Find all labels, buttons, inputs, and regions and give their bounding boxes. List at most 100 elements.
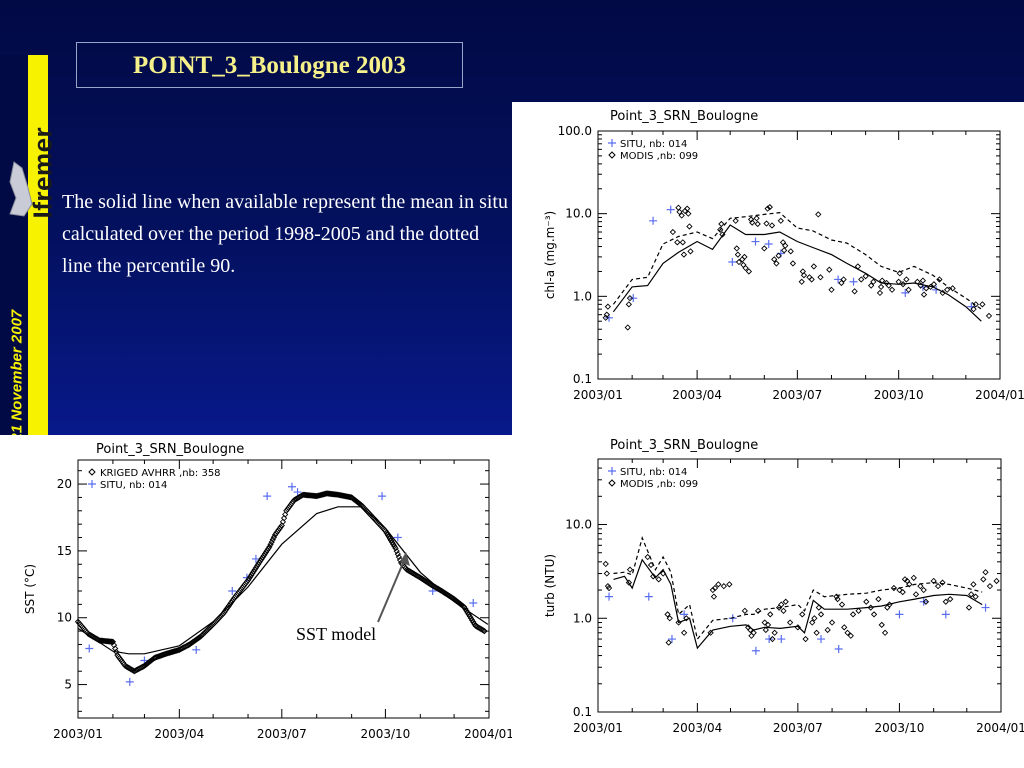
avhrr-point (468, 617, 476, 624)
modis-point (762, 626, 769, 634)
avhrr-point (264, 547, 271, 554)
modis-point (844, 629, 851, 636)
x-tick-label: 2003/01 (573, 388, 623, 402)
modis-point (811, 615, 818, 622)
sst-chart-panel: Point_3_SRN_Boulogne 5 10 15 20 2003/01 2003/0… (0, 435, 512, 768)
modis-point (876, 289, 884, 297)
avhrr-point (250, 568, 257, 575)
x-tick-label: 2003/07 (773, 721, 823, 735)
modis-point (771, 256, 778, 263)
modis-point (786, 619, 794, 626)
legend-plus-icon (88, 480, 96, 488)
modis-point (912, 591, 920, 598)
avhrr-point (253, 562, 261, 570)
modis-point (780, 607, 787, 614)
modis-point (680, 251, 688, 258)
modis-point (817, 274, 824, 281)
modis-point (674, 239, 681, 246)
avhrr-point (470, 618, 477, 626)
avhrr-point (280, 515, 288, 522)
modis-point (895, 278, 902, 285)
modis-point (604, 303, 612, 310)
modis-point (625, 579, 633, 586)
modis-point (775, 252, 782, 259)
modis-point (602, 560, 609, 568)
modis-point (986, 583, 994, 590)
situ-point (777, 635, 786, 644)
x-tick-label: 2003/10 (874, 388, 924, 402)
modis-point (809, 619, 816, 626)
modis-point (726, 581, 733, 588)
modis-point (740, 261, 747, 269)
percentile-90-line (612, 211, 982, 310)
modis-point (707, 629, 714, 636)
y-axis-label: SST (°C) (23, 564, 37, 614)
modis-point (826, 266, 833, 273)
modis-point (753, 215, 760, 222)
modis-point (741, 607, 748, 614)
modis-point (734, 251, 742, 258)
modis-point (650, 573, 657, 580)
legend-label: SITU, nb: 014 (100, 480, 167, 491)
modis-point (754, 220, 761, 228)
modis-point (625, 301, 632, 308)
avhrr-point (262, 548, 270, 556)
modis-point (605, 584, 613, 592)
x-tick-label: 2003/04 (672, 721, 722, 735)
presentation-date: 21 November 2007 (8, 309, 26, 442)
legend-label: SITU, nb: 014 (620, 139, 687, 150)
y-tick-label: 10.0 (565, 518, 592, 532)
modis-point (919, 277, 927, 284)
avhrr-point (244, 577, 252, 584)
avhrr-point (249, 570, 256, 577)
modis-point (778, 601, 785, 608)
modis-point (855, 607, 862, 614)
modis-point (920, 586, 927, 594)
modis-point (870, 278, 877, 285)
sst-model-label: SST model (296, 624, 377, 644)
modis-point (877, 283, 885, 291)
avhrr-point (392, 545, 399, 552)
situ-point (644, 592, 653, 601)
modis-point (896, 586, 903, 594)
situ-point (629, 294, 638, 303)
avhrr-point (463, 607, 470, 614)
avhrr-point (465, 611, 472, 618)
avhrr-point (389, 539, 396, 546)
chart-title: Point_3_SRN_Boulogne (96, 442, 244, 457)
situ-point (834, 644, 843, 653)
modis-point (685, 210, 692, 217)
modis-point (718, 220, 725, 228)
x-tick-label: 2003/04 (154, 727, 204, 741)
modis-point (767, 611, 774, 618)
avhrr-point (265, 545, 272, 552)
modis-point (799, 611, 806, 618)
modis-point (709, 586, 716, 594)
x-tick-label: 2004/01 (975, 388, 1024, 402)
modis-point (715, 581, 722, 588)
modis-point (923, 285, 930, 292)
x-tick-label: 2003/01 (53, 727, 103, 741)
modis-point (899, 588, 906, 596)
modis-point (847, 632, 854, 639)
situ-point (901, 288, 910, 297)
avhrr-point (257, 557, 264, 564)
avhrr-point (279, 518, 287, 525)
modis-point (789, 260, 797, 267)
situ-point (765, 635, 774, 644)
brand-bar (28, 55, 48, 435)
x-tick-label: 2003/10 (874, 721, 924, 735)
modis-point (934, 583, 942, 590)
avhrr-point (315, 492, 323, 499)
modis-point (748, 632, 755, 639)
avhrr-point (258, 555, 265, 563)
situ-point (649, 216, 658, 225)
modis-point (624, 324, 631, 331)
modis-point (930, 577, 937, 585)
situ-point (751, 237, 760, 246)
legend-diamond-icon (88, 468, 96, 476)
modis-point (838, 601, 846, 608)
modis-point (828, 619, 836, 626)
y-tick-label: 5 (64, 678, 72, 692)
modis-point (890, 584, 898, 592)
